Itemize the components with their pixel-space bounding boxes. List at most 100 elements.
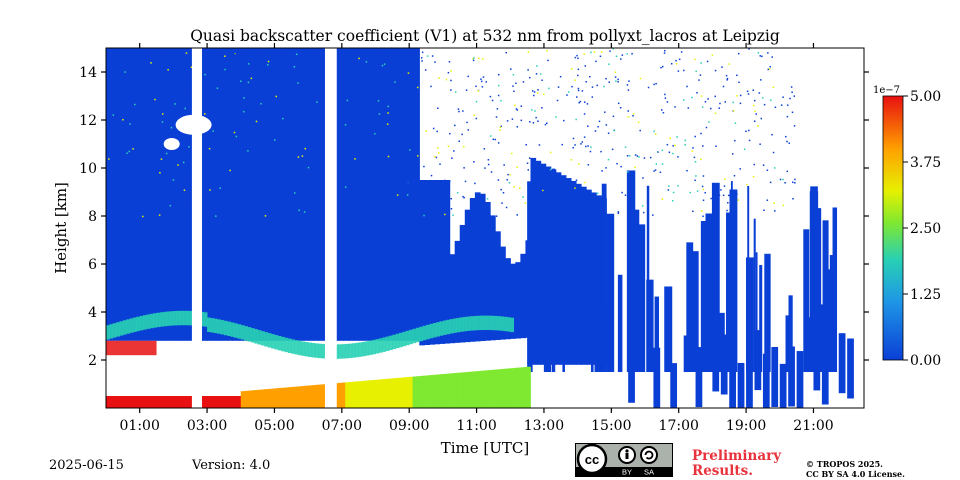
noise-speckle <box>474 182 476 185</box>
noise-speckle <box>520 119 523 122</box>
noise-speckle <box>505 51 507 54</box>
preliminary-line-2: Results. <box>692 463 753 479</box>
noise-speckle <box>480 80 483 83</box>
colorbar-tick-label: 0.00 <box>910 353 941 369</box>
noise-speckle <box>229 169 231 172</box>
noise-speckle <box>710 107 712 110</box>
boundary-layer <box>291 386 296 408</box>
signal-column <box>161 48 168 341</box>
noise-speckle <box>700 210 703 212</box>
aerosol-layer <box>106 325 110 340</box>
signal-column <box>131 48 137 341</box>
boundary-layer <box>419 375 424 408</box>
aerosol-layer <box>281 336 285 352</box>
aerosol-layer <box>378 338 383 353</box>
noise-speckle <box>361 138 363 140</box>
noise-speckle <box>401 206 404 209</box>
noise-speckle <box>298 209 300 212</box>
noise-speckle <box>649 156 652 159</box>
noise-speckle <box>315 153 317 156</box>
aerosol-layer <box>419 326 424 342</box>
x-tick-label: 07:00 <box>322 418 362 434</box>
x-tick-label: 03:00 <box>187 418 227 434</box>
noise-speckle <box>284 178 287 181</box>
noise-speckle <box>757 52 760 54</box>
noise-speckle <box>676 136 678 138</box>
aerosol-layer <box>476 315 481 331</box>
x-tick-label: 17:00 <box>659 418 699 434</box>
signal-column <box>111 48 117 341</box>
signal-column <box>151 48 158 341</box>
noise-speckle <box>233 81 235 84</box>
signal-column <box>252 48 259 341</box>
noise-speckle <box>608 81 610 83</box>
noise-speckle <box>218 54 220 56</box>
noise-speckle <box>450 79 452 82</box>
aerosol-layer <box>203 312 208 327</box>
noise-speckle <box>509 173 511 176</box>
noise-speckle <box>683 69 685 72</box>
noise-speckle <box>242 110 245 113</box>
noise-speckle <box>421 60 423 62</box>
noise-speckle <box>522 196 524 198</box>
noise-speckle <box>244 54 247 56</box>
noise-speckle <box>483 148 486 150</box>
noise-speckle <box>562 198 564 201</box>
boundary-layer <box>469 371 474 408</box>
noise-speckle <box>137 112 139 115</box>
aerosol-layer <box>385 336 390 351</box>
noise-speckle <box>450 89 452 91</box>
colorbar-tick-label: 3.75 <box>910 155 941 171</box>
noise-speckle <box>135 177 137 179</box>
copyright-line-2: CC BY SA 4.0 License. <box>806 469 905 479</box>
signal-column <box>136 48 142 341</box>
noise-speckle <box>144 149 146 152</box>
boundary-layer <box>388 378 393 408</box>
noise-speckle <box>302 73 304 76</box>
noise-speckle <box>534 204 536 207</box>
noise-speckle <box>403 124 406 126</box>
noise-speckle <box>695 175 697 177</box>
noise-speckle <box>309 166 312 168</box>
noise-speckle <box>627 89 630 91</box>
signal-column <box>348 48 355 341</box>
noise-speckle <box>277 180 280 183</box>
signal-column <box>262 48 269 341</box>
noise-speckle <box>716 211 718 214</box>
noise-speckle <box>589 150 592 153</box>
noise-speckle <box>321 133 324 135</box>
noise-speckle <box>598 120 601 123</box>
noise-speckle <box>666 101 669 103</box>
x-axis-label: Time [UTC] <box>441 439 530 457</box>
noise-speckle <box>226 160 229 163</box>
noise-speckle <box>416 86 419 89</box>
boundary-layer <box>415 376 420 408</box>
noise-speckle <box>547 59 549 62</box>
noise-speckle <box>605 77 607 80</box>
noise-speckle <box>377 100 380 102</box>
noise-speckle <box>772 86 775 89</box>
noise-speckle <box>626 53 628 55</box>
signal-column <box>287 48 294 341</box>
noise-speckle <box>747 93 750 95</box>
boundary-layer <box>109 396 114 408</box>
noise-speckle <box>239 80 242 83</box>
noise-speckle <box>164 199 166 202</box>
signal-column <box>121 48 127 341</box>
y-tick-label: 6 <box>88 257 97 273</box>
noise-speckle <box>392 61 395 64</box>
signal-column <box>116 48 122 341</box>
noise-speckle <box>661 198 664 200</box>
noise-speckle <box>437 152 440 154</box>
aerosol-layer <box>180 310 184 326</box>
noise-speckle <box>527 169 529 171</box>
signal-streak <box>711 182 720 372</box>
noise-speckle <box>672 152 674 155</box>
noise-speckle <box>664 93 666 96</box>
noise-speckle <box>160 158 163 160</box>
noise-speckle <box>583 136 586 138</box>
noise-speckle <box>316 106 318 108</box>
noise-speckle <box>214 145 217 147</box>
y-tick-label: 12 <box>79 113 97 129</box>
noise-speckle <box>529 76 531 79</box>
